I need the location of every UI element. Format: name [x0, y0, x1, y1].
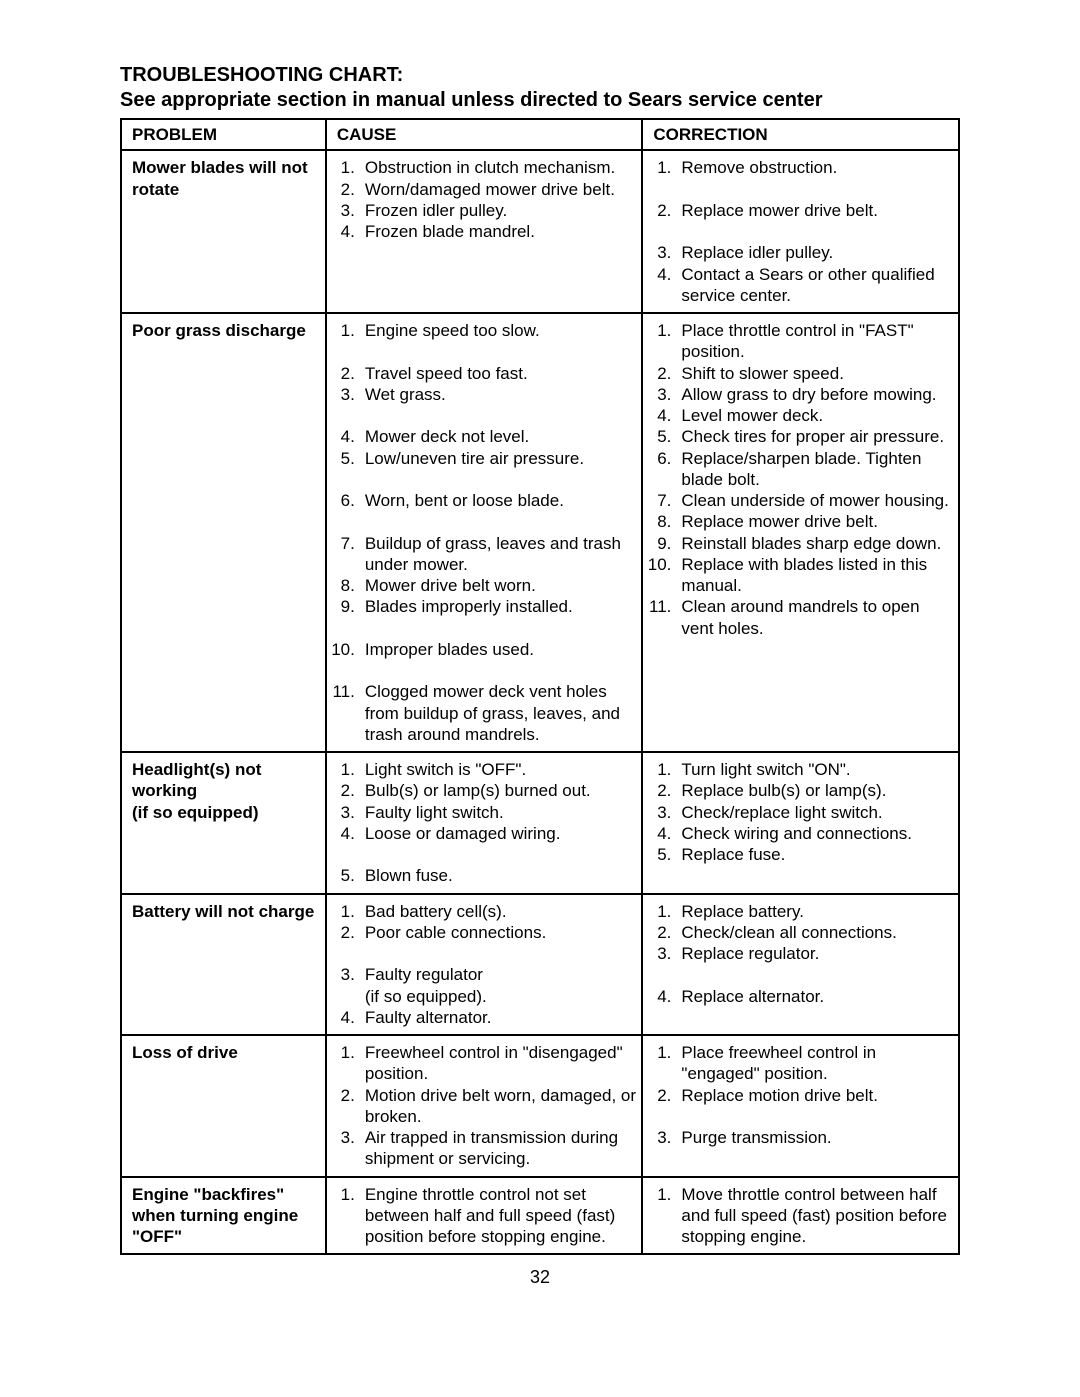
correction-item: 2.Check/clean all connections.: [647, 922, 954, 943]
correction-cell: 1.Move throttle control between half and…: [642, 1177, 959, 1255]
cause-item: 9.Blades improperly installed.: [331, 596, 638, 639]
cause-item: 5.Blown fuse.: [331, 865, 638, 886]
cause-item: 4.Loose or damaged wiring.: [331, 823, 638, 866]
correction-cell: 1.Place throttle control in "FAST" posit…: [642, 313, 959, 752]
correction-item: 3.Replace regulator.: [647, 943, 954, 986]
problem-cell: Mower blades will not rotate: [121, 150, 326, 313]
correction-item: 1.Turn light switch "ON".: [647, 759, 954, 780]
table-row: Poor grass discharge1.Engine speed too s…: [121, 313, 959, 752]
table-row: Battery will not charge1.Bad battery cel…: [121, 894, 959, 1036]
correction-item: 2.Replace bulb(s) or lamp(s).: [647, 780, 954, 801]
cause-item: 2.Worn/damaged mower drive belt.: [331, 179, 638, 200]
correction-item: 2.Replace mower drive belt.: [647, 200, 954, 243]
page-subtitle: See appropriate section in manual unless…: [120, 89, 960, 112]
correction-item: 6.Replace/sharpen blade. Tighten blade b…: [647, 448, 954, 491]
correction-item: 4.Check wiring and connections.: [647, 823, 954, 844]
cause-item: 2.Poor cable connections.: [331, 922, 638, 965]
cause-item: 3.Wet grass.: [331, 384, 638, 427]
cause-item: 4.Faulty alternator.: [331, 1007, 638, 1028]
cause-item: 4.Mower deck not level.: [331, 426, 638, 447]
table-row: Mower blades will not rotate1.Obstructio…: [121, 150, 959, 313]
cause-item: 2.Travel speed too fast.: [331, 363, 638, 384]
correction-item: 11.Clean around mandrels to open vent ho…: [647, 596, 954, 639]
problem-cell: Poor grass discharge: [121, 313, 326, 752]
correction-cell: 1.Replace battery.2.Check/clean all conn…: [642, 894, 959, 1036]
correction-item: 3.Check/replace light switch.: [647, 802, 954, 823]
correction-item: 2.Replace motion drive belt.: [647, 1085, 954, 1128]
problem-cell: Battery will not charge: [121, 894, 326, 1036]
col-header-problem: PROBLEM: [121, 119, 326, 150]
page-title: TROUBLESHOOTING CHART:: [120, 64, 960, 87]
table-row: Loss of drive1.Freewheel control in "dis…: [121, 1035, 959, 1177]
cause-item: 7.Buildup of grass, leaves and trash und…: [331, 533, 638, 576]
correction-item: 1.Place throttle control in "FAST" posit…: [647, 320, 954, 363]
cause-cell: 1.Engine speed too slow. 2.Travel speed …: [326, 313, 643, 752]
correction-item: 1.Move throttle control between half and…: [647, 1184, 954, 1248]
cause-cell: 1.Bad battery cell(s).2.Poor cable conne…: [326, 894, 643, 1036]
cause-item: 11.Clogged mower deck vent holes from bu…: [331, 681, 638, 745]
problem-cell: Loss of drive: [121, 1035, 326, 1177]
cause-item: 3.Faulty light switch.: [331, 802, 638, 823]
table-row: Headlight(s) not working (if so equipped…: [121, 752, 959, 894]
cause-item: 2.Bulb(s) or lamp(s) burned out.: [331, 780, 638, 801]
table-body: Mower blades will not rotate1.Obstructio…: [121, 150, 959, 1254]
cause-cell: 1.Obstruction in clutch mechanism.2.Worn…: [326, 150, 643, 313]
cause-item: 1.Bad battery cell(s).: [331, 901, 638, 922]
correction-item: 3.Purge transmission.: [647, 1127, 954, 1148]
cause-item: 1.Light switch is "OFF".: [331, 759, 638, 780]
cause-item: 3.Frozen idler pulley.: [331, 200, 638, 221]
correction-item: 5.Replace fuse.: [647, 844, 954, 865]
correction-cell: 1.Remove obstruction. 2.Replace mower dr…: [642, 150, 959, 313]
cause-cell: 1.Freewheel control in "disengaged" posi…: [326, 1035, 643, 1177]
correction-item: 1.Replace battery.: [647, 901, 954, 922]
cause-item: 6.Worn, bent or loose blade.: [331, 490, 638, 533]
correction-item: 3.Allow grass to dry before mowing.: [647, 384, 954, 405]
correction-item: 5.Check tires for proper air pressure.: [647, 426, 954, 447]
table-row: Engine "backfires" when turning engine "…: [121, 1177, 959, 1255]
correction-item: 9.Reinstall blades sharp edge down.: [647, 533, 954, 554]
correction-item: 10.Replace with blades listed in this ma…: [647, 554, 954, 597]
cause-item: 2.Motion drive belt worn, damaged, or br…: [331, 1085, 638, 1128]
cause-item: 1.Obstruction in clutch mechanism.: [331, 157, 638, 178]
correction-item: 1.Remove obstruction.: [647, 157, 954, 200]
problem-cell: Engine "backfires" when turning engine "…: [121, 1177, 326, 1255]
cause-cell: 1.Engine throttle control not set betwee…: [326, 1177, 643, 1255]
correction-cell: 1.Place freewheel control in "engaged" p…: [642, 1035, 959, 1177]
correction-item: 8.Replace mower drive belt.: [647, 511, 954, 532]
correction-item: 1.Place freewheel control in "engaged" p…: [647, 1042, 954, 1085]
correction-cell: 1.Turn light switch "ON".2.Replace bulb(…: [642, 752, 959, 894]
cause-item: 3.Faulty regulator (if so equipped).: [331, 964, 638, 1007]
correction-item: 3.Replace idler pulley.: [647, 242, 954, 263]
cause-item: 1.Engine throttle control not set betwee…: [331, 1184, 638, 1248]
cause-item: 4.Frozen blade mandrel.: [331, 221, 638, 242]
cause-item: 3.Air trapped in transmission during shi…: [331, 1127, 638, 1170]
cause-item: 1.Freewheel control in "disengaged" posi…: [331, 1042, 638, 1085]
cause-item: 1.Engine speed too slow.: [331, 320, 638, 363]
table-header-row: PROBLEM CAUSE CORRECTION: [121, 119, 959, 150]
correction-item: 4.Contact a Sears or other qualified ser…: [647, 264, 954, 307]
cause-cell: 1.Light switch is "OFF".2.Bulb(s) or lam…: [326, 752, 643, 894]
correction-item: 7.Clean underside of mower housing.: [647, 490, 954, 511]
correction-item: 2.Shift to slower speed.: [647, 363, 954, 384]
cause-item: 8.Mower drive belt worn.: [331, 575, 638, 596]
problem-cell: Headlight(s) not working (if so equipped…: [121, 752, 326, 894]
correction-item: 4.Level mower deck.: [647, 405, 954, 426]
page-number: 32: [120, 1267, 960, 1288]
col-header-cause: CAUSE: [326, 119, 643, 150]
troubleshooting-table: PROBLEM CAUSE CORRECTION Mower blades wi…: [120, 118, 960, 1255]
col-header-correction: CORRECTION: [642, 119, 959, 150]
correction-item: 4.Replace alternator.: [647, 986, 954, 1007]
manual-page: TROUBLESHOOTING CHART: See appropriate s…: [0, 0, 1080, 1328]
cause-item: 10.Improper blades used.: [331, 639, 638, 682]
cause-item: 5.Low/uneven tire air pressure.: [331, 448, 638, 491]
